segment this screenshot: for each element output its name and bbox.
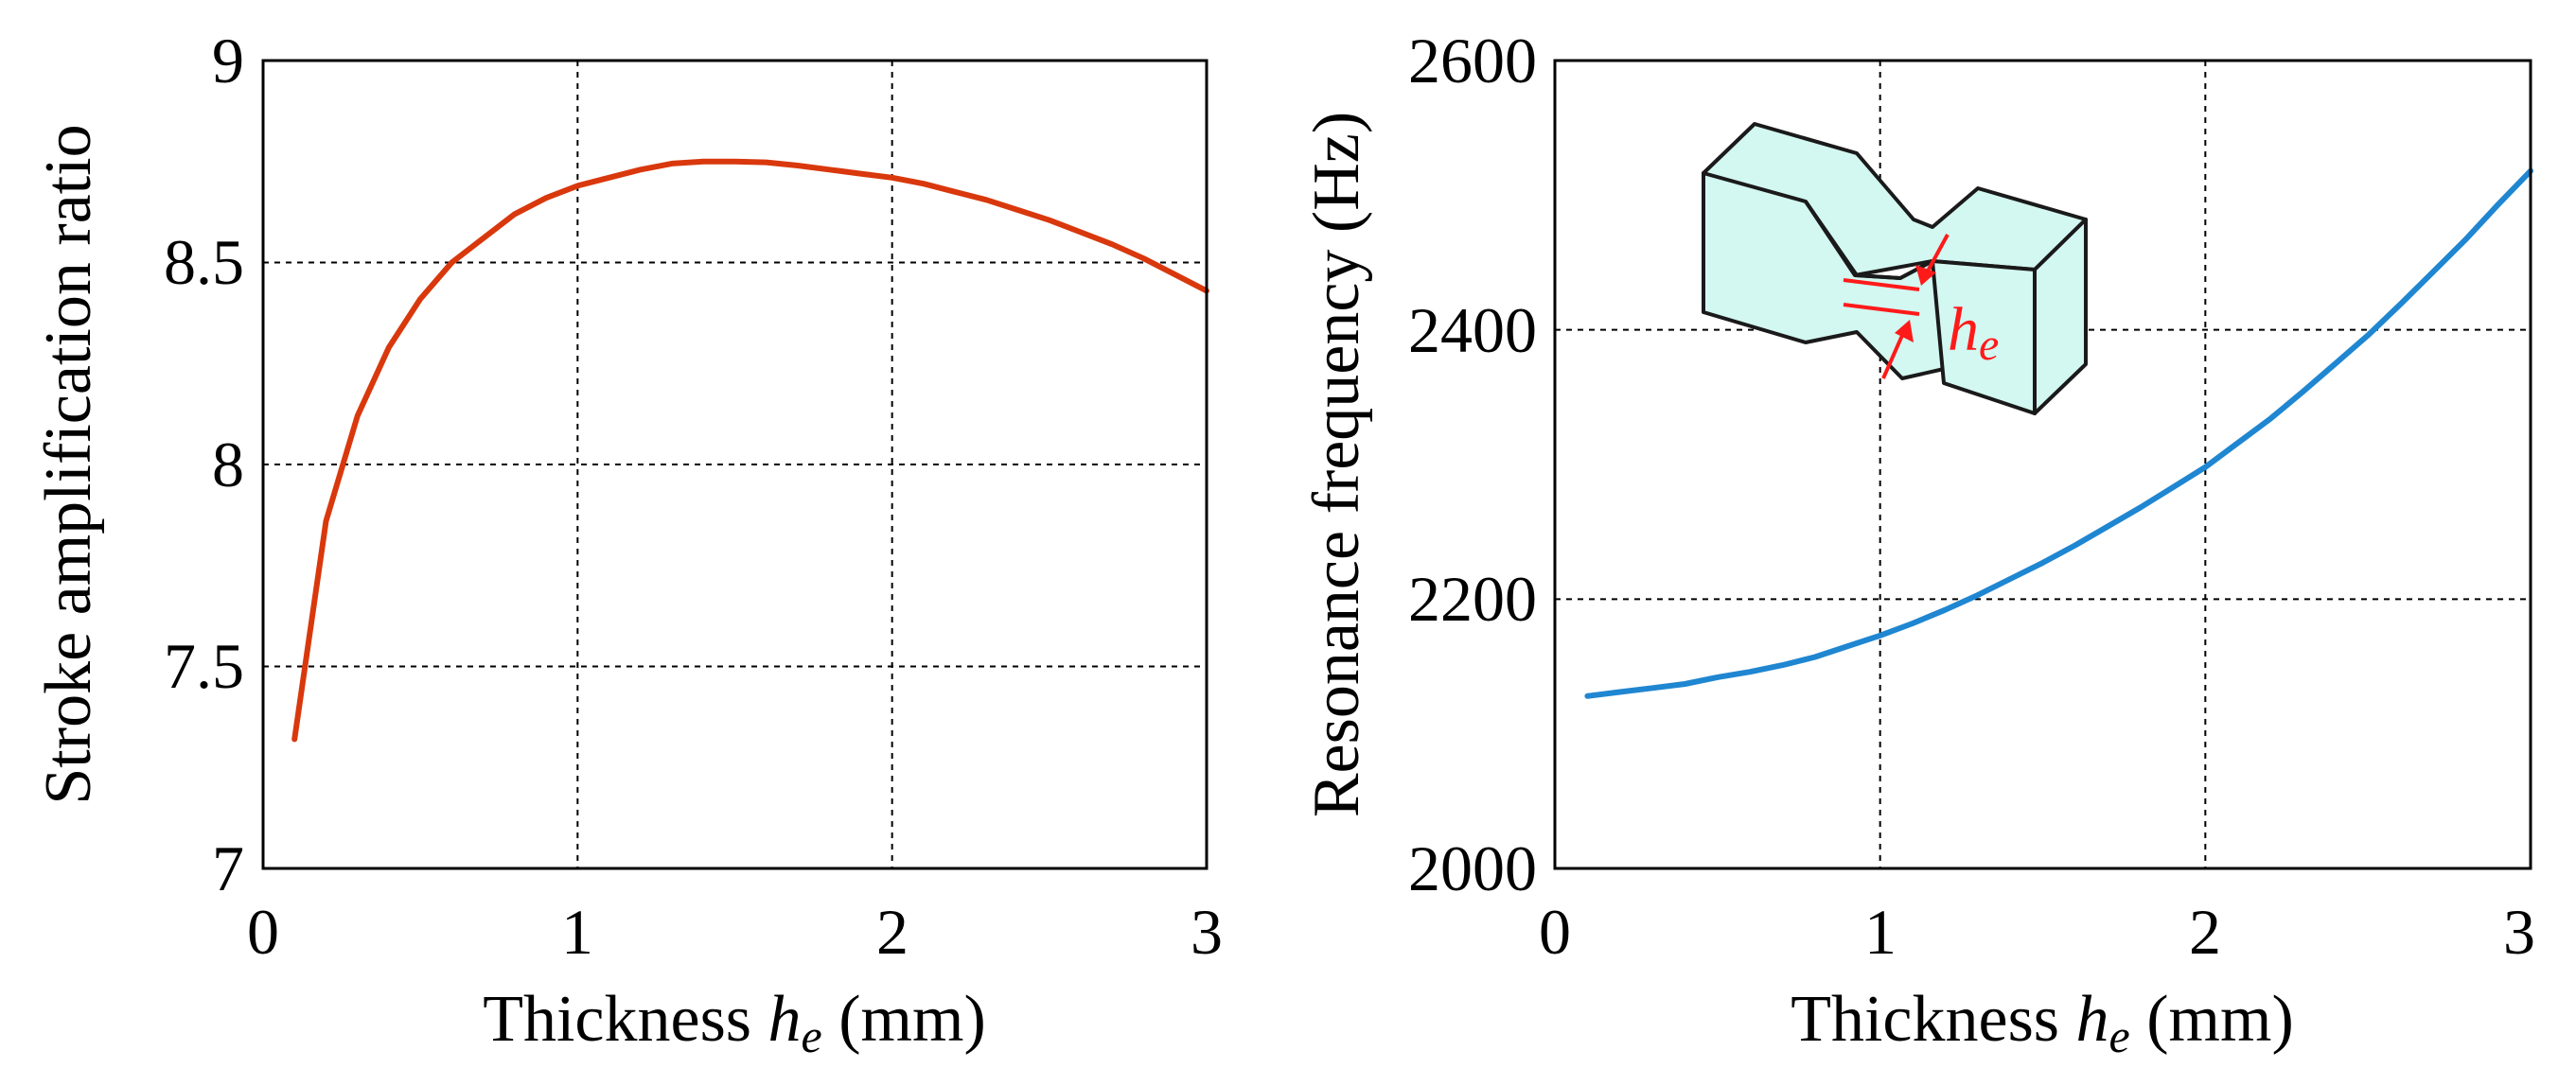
he-arrow-bottom-head: [1895, 320, 1914, 342]
right-ytick-2000: 2000: [1408, 832, 1537, 904]
he-dimension-line-bottom: [1843, 303, 1920, 316]
right-xlabel-subscript: e: [2109, 1009, 2130, 1062]
left-xtick-0: 0: [247, 896, 279, 968]
stroke-amplification-chart: 7 7.5 8 8.5 9 0 1 2 3 Stroke amplificati…: [32, 25, 1223, 1062]
he-arrow-top-shaft: [1923, 234, 1950, 277]
right-ytick-2400: 2400: [1408, 294, 1537, 366]
he-dimension-line-top: [1843, 278, 1920, 291]
he-label-symbol: h: [1948, 295, 1979, 364]
right-xlabel: Thickness he (mm): [1791, 983, 2294, 1062]
left-xlabel: Thickness he (mm): [483, 983, 986, 1062]
stroke-amplification-line: [291, 158, 1209, 743]
left-ytick-9: 9: [212, 25, 244, 96]
right-xtick-1: 1: [1864, 896, 1897, 968]
right-ylabel: Resonance frequency (Hz): [1300, 112, 1373, 817]
right-chart-frame: [1553, 59, 2532, 870]
he-arrow-bottom-shaft: [1881, 330, 1906, 379]
left-xtick-1: 1: [561, 896, 593, 968]
left-ytick-7-5: 7.5: [164, 630, 244, 702]
flexure-hinge-inset: he: [1702, 122, 2088, 415]
left-xlabel-suffix: (mm): [822, 983, 986, 1056]
left-xlabel-symbol: h: [768, 983, 802, 1056]
left-ytick-8-5: 8.5: [164, 226, 244, 298]
left-ytick-7: 7: [212, 832, 244, 904]
left-ytick-8: 8: [212, 429, 244, 500]
left-xtick-2: 2: [876, 896, 909, 968]
hinge-notch-edge: [1804, 200, 1933, 280]
he-arrow-top-head: [1915, 265, 1936, 286]
right-xtick-3: 3: [2503, 896, 2535, 968]
right-xlabel-prefix: Thickness: [1791, 983, 2075, 1056]
resonance-frequency-line: [1584, 167, 2533, 699]
left-chart-grid: [263, 61, 1207, 868]
right-xlabel-symbol: h: [2076, 983, 2109, 1056]
right-ytick-2200: 2200: [1408, 563, 1537, 635]
left-chart-frame: [261, 59, 1209, 870]
right-xtick-2: 2: [2189, 896, 2221, 968]
left-xlabel-subscript: e: [802, 1009, 822, 1062]
right-xtick-0: 0: [1539, 896, 1571, 968]
hinge-front-right-face: [1931, 259, 2037, 415]
resonance-frequency-chart: 2000 2200 2400 2600 0 1 2 3 Resonance fr…: [1300, 25, 2535, 1062]
right-xlabel-suffix: (mm): [2130, 983, 2294, 1056]
left-ylabel: Stroke amplification ratio: [32, 124, 105, 804]
he-label: he: [1948, 295, 1999, 370]
right-chart-grid: [1555, 61, 2531, 868]
left-xlabel-prefix: Thickness: [483, 983, 768, 1056]
left-xtick-3: 3: [1191, 896, 1223, 968]
right-ytick-2600: 2600: [1408, 25, 1537, 96]
he-label-subscript: e: [1979, 320, 1999, 370]
